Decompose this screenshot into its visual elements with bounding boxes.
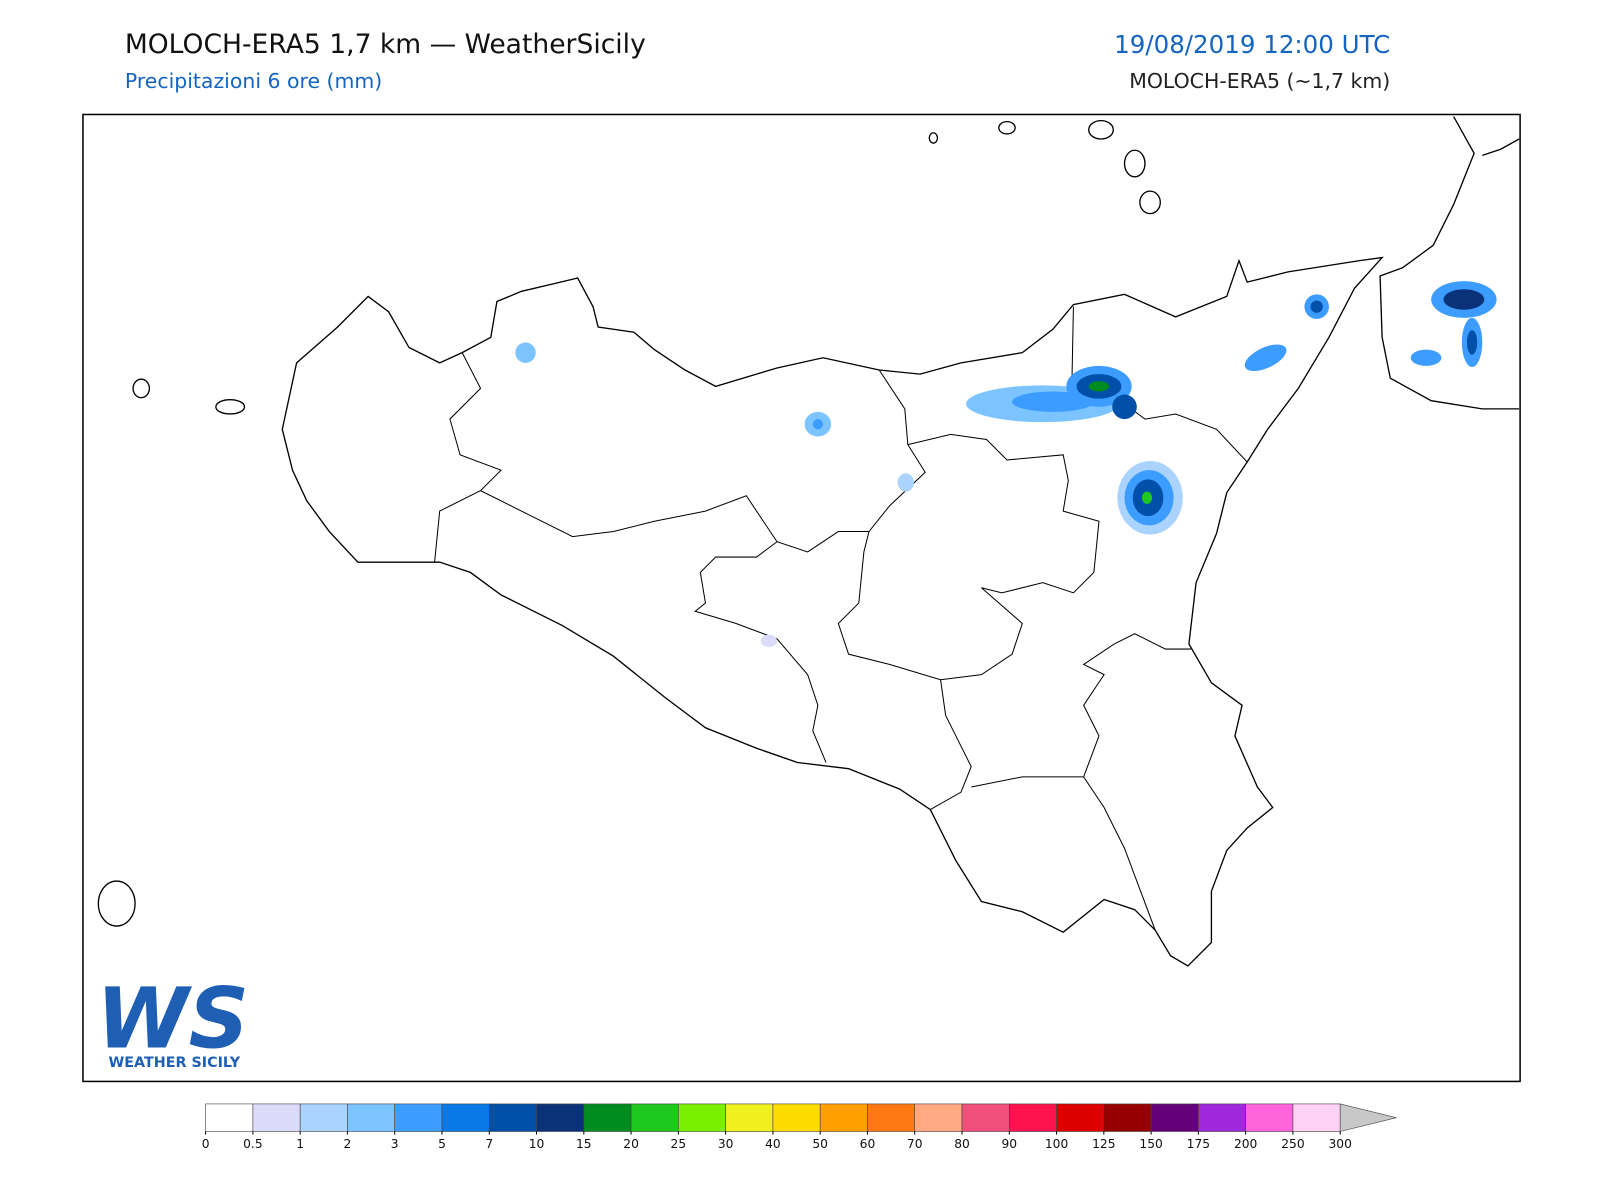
colorbar-tick-label: 60 (860, 1137, 876, 1151)
colorbar-tick-label: 40 (765, 1137, 781, 1151)
colorbar-tick-label: 5 (438, 1137, 446, 1151)
color-box (1056, 1103, 1105, 1132)
color-box (914, 1103, 963, 1132)
color-box (1292, 1103, 1341, 1132)
province-borders (434, 306, 1248, 931)
subtitle: Precipitazioni 6 ore (mm) (125, 69, 382, 93)
colorbar-tick-label: 0.5 (243, 1137, 262, 1151)
calabria-coast (1379, 116, 1520, 410)
map: WS WEATHER SICILY (82, 113, 1521, 1083)
model-label: MOLOCH-ERA5 (~1,7 km) (1129, 69, 1390, 93)
colorbar-tick-label: 100 (1045, 1137, 1068, 1151)
islands (97, 119, 1161, 927)
color-box (441, 1103, 490, 1132)
title: MOLOCH-ERA5 1,7 km — WeatherSicily (125, 29, 646, 60)
colorbar-tick-label: 20 (623, 1137, 639, 1151)
map-frame (82, 113, 1521, 1083)
logo-name: WEATHER SICILY (109, 1055, 241, 1071)
datetime: 19/08/2019 12:00 UTC (1114, 30, 1390, 59)
logo: WS WEATHER SICILY (96, 970, 249, 1071)
color-box (1150, 1103, 1199, 1132)
colorbar-tick-label: 250 (1281, 1137, 1304, 1151)
colorbar-tick-label: 0 (202, 1137, 210, 1151)
colorbar-tick-label: 70 (907, 1137, 923, 1151)
color-box (1008, 1103, 1057, 1132)
color-box (961, 1103, 1010, 1132)
colorbar-tick-label: 50 (812, 1137, 828, 1151)
color-box (347, 1103, 396, 1132)
color-box (725, 1103, 774, 1132)
color-box (1245, 1103, 1294, 1132)
color-box (394, 1103, 443, 1132)
color-box (488, 1103, 537, 1132)
sicily-coast (281, 256, 1384, 967)
colorbar-tick-label: 80 (954, 1137, 970, 1151)
colorbar-tick-label: 150 (1139, 1137, 1162, 1151)
color-box (867, 1103, 916, 1132)
colorbar-tick-label: 300 (1329, 1137, 1352, 1151)
colorbar-tick-label: 30 (718, 1137, 734, 1151)
colorbar-tick-label: 25 (671, 1137, 687, 1151)
colorbar-tick-label: 10 (529, 1137, 545, 1151)
colorbar-extend (1339, 1103, 1397, 1132)
color-box (1103, 1103, 1152, 1132)
color-box (772, 1103, 821, 1132)
colorbar-tick-label: 90 (1001, 1137, 1017, 1151)
color-box (819, 1103, 868, 1132)
logo-letters: WS (96, 970, 249, 1068)
precipitation (515, 281, 1497, 648)
color-box (299, 1103, 348, 1132)
color-box (1198, 1103, 1246, 1132)
colorbar-tick-label: 175 (1187, 1137, 1210, 1151)
color-box (536, 1103, 585, 1132)
colorbar-tick-label: 200 (1234, 1137, 1257, 1151)
colorbar-tick-label: 7 (485, 1137, 493, 1151)
color-box (678, 1103, 726, 1132)
colorbar-tick-label: 2 (344, 1137, 352, 1151)
color-box (205, 1103, 254, 1132)
colorbar-tick-label: 125 (1092, 1137, 1115, 1151)
colorbar-tick-label: 15 (576, 1137, 592, 1151)
colorbar-tick-label: 1 (296, 1137, 304, 1151)
color-box (630, 1103, 679, 1132)
color-box (583, 1103, 632, 1132)
color-box (252, 1103, 301, 1132)
colorbar: 0 0.5 1 2 3 5 7 10 15 20 25 30 40 50 60 70 80 90 100 125 150… (202, 1103, 1397, 1151)
colorbar-tick-label: 3 (391, 1137, 399, 1151)
